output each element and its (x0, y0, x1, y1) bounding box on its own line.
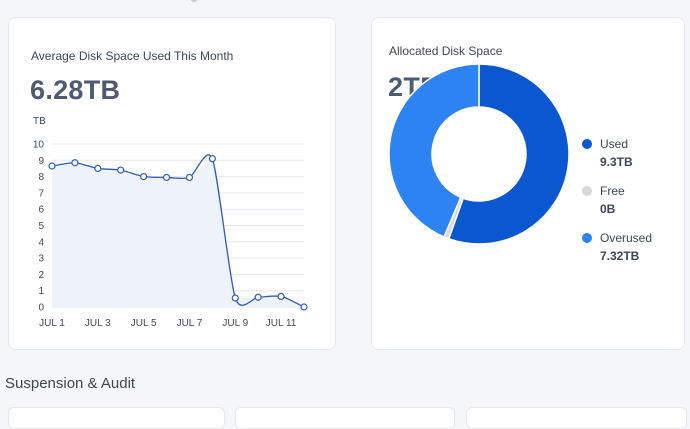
data-point[interactable] (117, 166, 125, 174)
legend-label-free: Free (600, 184, 625, 198)
y-tick-label: 9 (38, 156, 44, 167)
y-tick-label: 6 (38, 205, 44, 216)
x-tick-label: JUL 11 (266, 318, 297, 329)
data-point[interactable] (185, 173, 194, 182)
y-tick-label: 4 (38, 237, 44, 248)
legend-value-overused: 7.32TB (600, 249, 640, 263)
legend-dot-overused (582, 233, 592, 243)
audit-card-1 (8, 407, 225, 429)
top-indicator (190, 0, 198, 2)
y-tick-label: 8 (38, 172, 44, 183)
x-tick-label: JUL 3 (85, 318, 111, 329)
y-tick-label: 10 (33, 140, 45, 151)
legend-label-overused: Overused (600, 231, 653, 245)
data-point[interactable] (71, 159, 79, 167)
audit-card-2 (235, 407, 455, 429)
data-point[interactable] (254, 293, 262, 301)
x-tick-label: JUL 9 (222, 318, 248, 329)
allocated-title: Allocated Disk Space (389, 44, 503, 58)
legend-value-used: 9.3TB (600, 155, 633, 169)
data-point[interactable] (162, 173, 171, 182)
data-point[interactable] (94, 164, 102, 173)
x-tick-label: JUL 1 (39, 318, 65, 329)
x-tick-label: JUL 7 (177, 318, 203, 329)
data-point[interactable] (277, 292, 285, 301)
data-point[interactable] (140, 173, 148, 181)
disk-used-value: 6.28TB (30, 75, 121, 105)
legend-value-free: 0B (600, 202, 616, 216)
x-tick-label: JUL 5 (131, 318, 157, 329)
data-point[interactable] (300, 303, 308, 311)
section-title-suspension-audit: Suspension & Audit (5, 375, 136, 392)
legend-dot-used (582, 139, 592, 149)
legend-label-used: Used (600, 137, 629, 151)
donut-slice-overused[interactable] (388, 63, 480, 238)
area-fill (52, 158, 304, 307)
y-tick-label: 7 (38, 188, 44, 199)
allocated-disk-card: Allocated Disk Space 2TB Used 9.3TB Free… (371, 17, 685, 350)
audit-card-3 (466, 407, 687, 429)
disk-usage-line-chart: TB 0 1 2 3 4 5 6 7 8 9 10 JUL 1 JUL 3 JUL 5 JUL 7 JUL 9 J… (33, 116, 308, 329)
data-point[interactable] (208, 155, 216, 163)
data-point[interactable] (48, 162, 56, 170)
y-axis-unit-label: TB (33, 116, 46, 127)
allocated-donut-chart (388, 63, 570, 245)
y-tick-label: 1 (38, 286, 44, 297)
donut-slice-used[interactable] (447, 63, 570, 245)
y-tick-label: 2 (38, 270, 44, 281)
y-tick-label: 5 (38, 221, 44, 232)
legend-dot-free (582, 186, 592, 196)
y-tick-label: 3 (38, 254, 44, 265)
disk-used-card: Average Disk Space Used This Month 6.28T… (8, 17, 336, 350)
disk-used-title: Average Disk Space Used This Month (31, 49, 234, 63)
y-tick-label: 0 (38, 303, 44, 314)
data-point[interactable] (231, 294, 239, 302)
